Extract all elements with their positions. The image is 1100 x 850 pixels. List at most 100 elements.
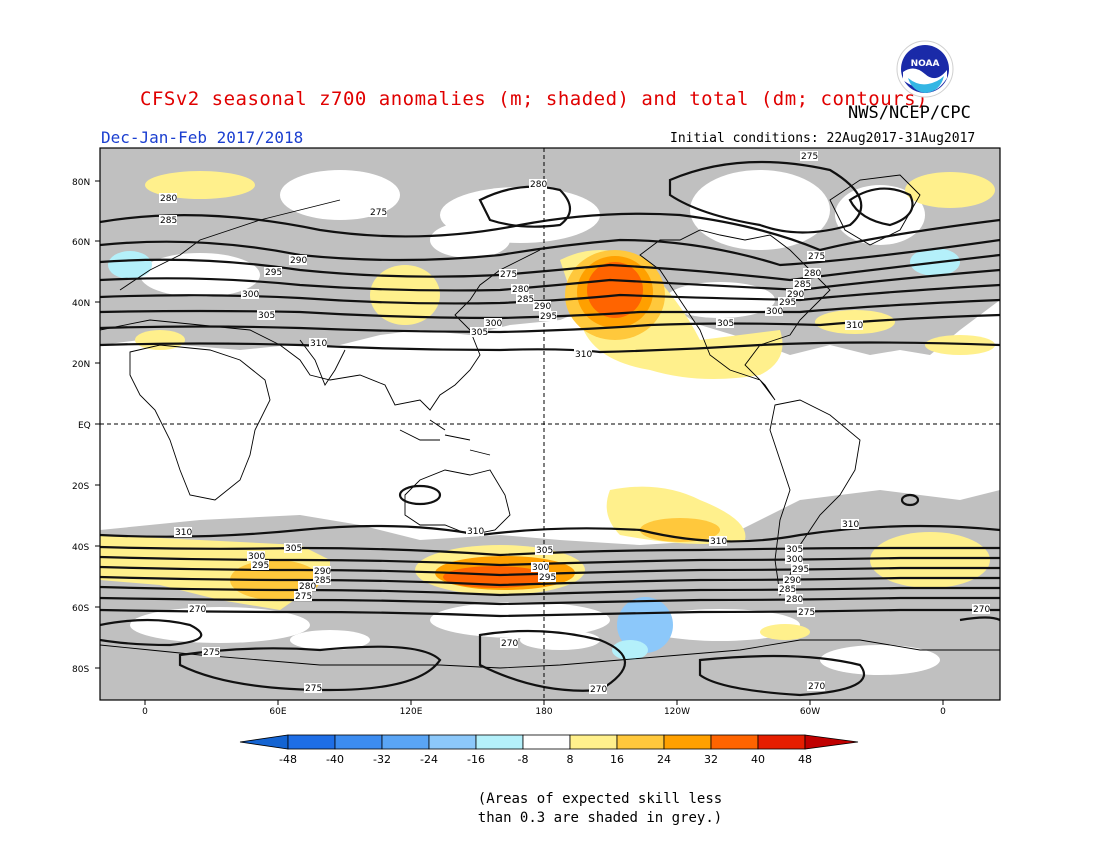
svg-text:80N: 80N [72,178,90,188]
svg-text:285: 285 [160,216,177,226]
map-panel: 280 275 280 285 290 295 300 305 310 275 … [100,148,1000,700]
svg-text:305: 305 [786,545,803,555]
svg-text:290: 290 [534,302,551,312]
svg-text:285: 285 [314,576,331,586]
low-skill-shading-north [100,148,1000,525]
colorbar-seg-9 [663,734,712,750]
negative-anomaly-ne [910,248,960,276]
colorbar-label: -48 [279,753,297,766]
svg-text:310: 310 [842,520,859,530]
colorbar-seg-0 [239,734,289,750]
skill-holes-north [140,170,925,318]
svg-text:300: 300 [532,563,549,573]
svg-text:305: 305 [536,546,553,556]
lon-labels: 0 60E 120E 180 120W 60W 0 [142,700,946,717]
svg-text:295: 295 [539,573,556,583]
svg-text:285: 285 [517,295,534,305]
skill-footnote-line1: (Areas of expected skill less [477,791,723,807]
svg-text:305: 305 [717,319,734,329]
svg-text:40N: 40N [72,299,90,309]
agency-label: NWS/NCEP/CPC [848,103,971,123]
colorbar-label: -40 [326,753,344,766]
svg-text:20N: 20N [72,360,90,370]
svg-text:275: 275 [305,684,322,694]
colorbar-seg-8 [616,734,665,750]
skill-footnote: (Areas of expected skill less than 0.3 a… [470,790,730,828]
svg-text:275: 275 [203,648,220,658]
svg-text:80S: 80S [72,665,89,675]
svg-text:305: 305 [285,544,302,554]
svg-text:270: 270 [590,685,607,695]
svg-text:120E: 120E [400,707,423,717]
svg-text:310: 310 [175,528,192,538]
colorbar-label: 48 [798,753,812,766]
contours-north [100,160,1000,354]
svg-text:270: 270 [808,682,825,692]
svg-text:120W: 120W [664,707,690,717]
svg-text:295: 295 [265,268,282,278]
coastlines [100,174,1000,669]
colorbar-seg-1 [287,734,336,750]
colorbar-seg-2 [334,734,383,750]
colorbar [239,734,859,750]
svg-text:300: 300 [786,555,803,565]
lat-labels: 80N 60N 40N 20N EQ 20S 40S 60S 80S [72,178,100,675]
svg-text:290: 290 [314,567,331,577]
map-title: CFSv2 seasonal z700 anomalies (m; shaded… [140,88,928,110]
colorbar-label: 8 [567,753,574,766]
colorbar-seg-3 [381,734,430,750]
colorbar-label: 40 [751,753,765,766]
colorbar-label: -24 [420,753,438,766]
svg-text:310: 310 [575,350,592,360]
svg-text:300: 300 [242,290,259,300]
svg-text:295: 295 [540,312,557,322]
svg-text:300: 300 [766,307,783,317]
contours-south [100,484,1000,697]
map-frame [99,147,1001,701]
skill-holes-south [130,602,940,675]
svg-text:270: 270 [501,639,518,649]
colorbar-label: -32 [373,753,391,766]
colorbar-seg-4 [428,734,477,750]
svg-text:310: 310 [310,339,327,349]
svg-text:275: 275 [295,592,312,602]
svg-text:0: 0 [940,707,946,717]
colorbar-seg-10 [710,734,759,750]
svg-text:280: 280 [530,180,547,190]
svg-text:60E: 60E [269,707,286,717]
svg-text:295: 295 [792,565,809,575]
svg-text:NOAA: NOAA [911,59,940,69]
colorbar-seg-7 [569,734,618,750]
contour-labels: 280 275 280 285 290 295 300 305 310 275 … [159,151,990,695]
svg-text:300: 300 [248,552,265,562]
svg-text:290: 290 [787,290,804,300]
skill-footnote-line2: than 0.3 are shaded in grey.) [477,810,723,826]
svg-text:295: 295 [252,561,269,571]
colorbar-label: 24 [657,753,671,766]
svg-text:280: 280 [804,269,821,279]
svg-text:285: 285 [779,585,796,595]
svg-text:285: 285 [794,280,811,290]
colorbar-seg-6 [522,734,571,750]
svg-text:40S: 40S [72,543,89,553]
svg-text:280: 280 [786,595,803,605]
colorbar-labels: -48 -40 -32 -24 -16 -8 8 16 24 32 40 48 [279,753,812,766]
initial-conditions-label: Initial conditions: 22Aug2017-31Aug2017 [670,131,976,146]
svg-text:0: 0 [142,707,148,717]
svg-text:275: 275 [801,152,818,162]
colorbar-label: 16 [610,753,624,766]
colorbar-label: -16 [467,753,485,766]
svg-text:295: 295 [779,298,796,308]
svg-text:280: 280 [299,582,316,592]
colorbar-seg-12 [804,734,859,750]
svg-text:EQ: EQ [78,421,91,431]
colorbar-seg-11 [757,734,806,750]
svg-text:275: 275 [500,270,517,280]
svg-text:305: 305 [471,328,488,338]
noaa-logo: NOAA [896,40,954,98]
low-skill-shading-south [100,490,1000,700]
svg-text:60S: 60S [72,604,89,614]
svg-text:290: 290 [784,576,801,586]
svg-text:310: 310 [467,527,484,537]
svg-text:290: 290 [290,256,307,266]
